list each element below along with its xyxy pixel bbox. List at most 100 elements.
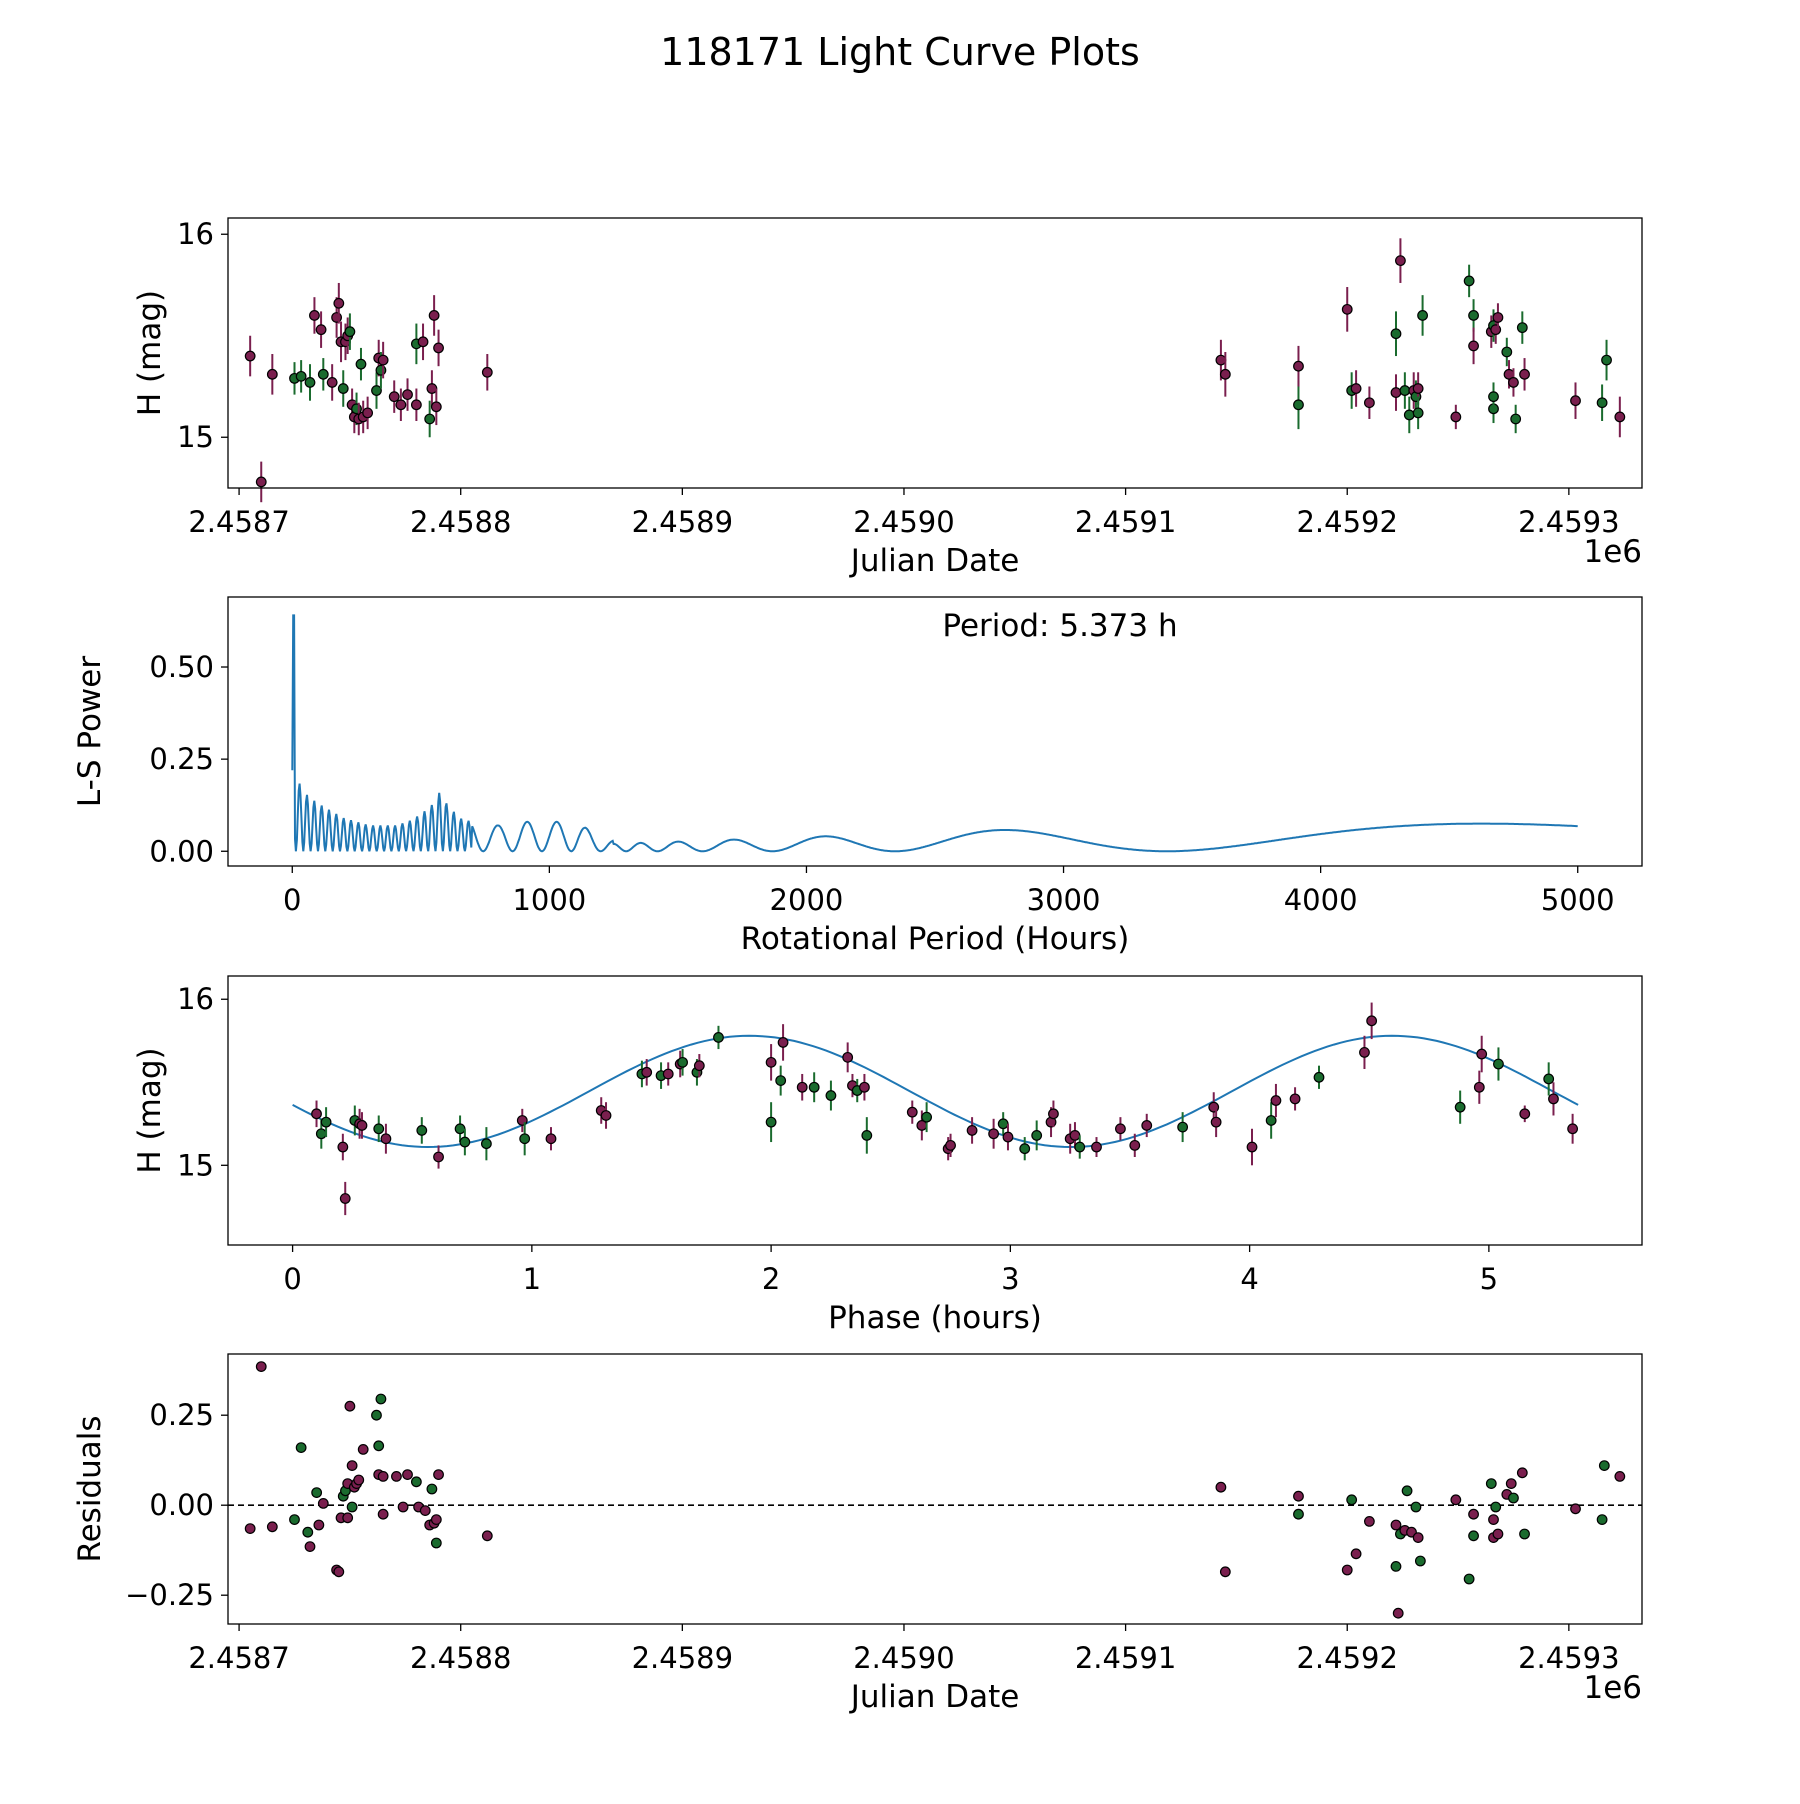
data-point bbox=[1473, 1081, 1485, 1093]
data-point bbox=[1548, 1093, 1559, 1105]
data-point bbox=[906, 1106, 918, 1118]
data-point bbox=[1270, 1095, 1282, 1106]
data-point bbox=[295, 1442, 307, 1453]
x-offset-label: 1e6 bbox=[1583, 534, 1642, 570]
data-point bbox=[1508, 1492, 1519, 1504]
data-point bbox=[311, 1108, 322, 1120]
periodogram-panel: 0 1000 2000 3000 4000 5000 0.00 0.25 0.50 Rotatio… bbox=[72, 596, 1643, 957]
data-point bbox=[266, 1521, 278, 1533]
data-point bbox=[481, 366, 493, 378]
data-point bbox=[1412, 1532, 1424, 1543]
x-tick-label: 2.4591 bbox=[1075, 1641, 1176, 1675]
data-point bbox=[344, 1400, 356, 1412]
data-point bbox=[641, 1066, 653, 1078]
x-tick-label: 2.4593 bbox=[1518, 1641, 1619, 1675]
data-point bbox=[1410, 1501, 1422, 1513]
data-point bbox=[1601, 354, 1612, 366]
data-point bbox=[317, 1497, 329, 1509]
data-point bbox=[353, 1474, 365, 1486]
data-point bbox=[945, 1139, 956, 1151]
data-point bbox=[337, 383, 349, 394]
data-point bbox=[304, 377, 316, 388]
x-tick-label: 2.4588 bbox=[410, 1641, 511, 1675]
data-point bbox=[1177, 1121, 1189, 1133]
data-point bbox=[375, 1393, 387, 1405]
x-tick-label: 0 bbox=[283, 883, 301, 917]
data-point bbox=[402, 1469, 413, 1480]
data-point bbox=[1596, 397, 1608, 409]
data-point bbox=[481, 1530, 493, 1542]
data-point bbox=[356, 1120, 368, 1131]
data-point bbox=[1091, 1141, 1102, 1153]
y-axis-label: H (mag) bbox=[132, 290, 168, 416]
x-tick-label: 2.4592 bbox=[1296, 1641, 1397, 1675]
y-tick-label: 0.00 bbox=[149, 834, 214, 868]
data-point bbox=[377, 1470, 389, 1482]
data-point bbox=[333, 1566, 345, 1578]
data-point bbox=[1510, 413, 1522, 425]
data-point bbox=[545, 1133, 557, 1145]
y-axis-label: L-S Power bbox=[72, 656, 108, 807]
data-point bbox=[1450, 1494, 1462, 1506]
data-point bbox=[765, 1116, 777, 1128]
plot-frame bbox=[227, 975, 1643, 1246]
residuals-panel: 2.4587 2.4588 2.4589 2.4590 2.4591 2.4592 2.45… bbox=[72, 1353, 1643, 1715]
x-tick-label: 2.4590 bbox=[853, 1641, 954, 1675]
data-point bbox=[1399, 385, 1411, 396]
data-point bbox=[1463, 275, 1475, 287]
data-point bbox=[1293, 1508, 1304, 1520]
x-tick-label: 2.4592 bbox=[1296, 505, 1397, 539]
data-point bbox=[1614, 1470, 1626, 1482]
data-point bbox=[1488, 1514, 1499, 1525]
data-point bbox=[1215, 1481, 1227, 1493]
y-tick-label: 15 bbox=[177, 1148, 214, 1182]
data-point bbox=[344, 326, 356, 338]
data-point bbox=[825, 1090, 837, 1101]
data-point bbox=[375, 364, 387, 376]
data-point bbox=[357, 1443, 369, 1455]
x-tick-label: 4000 bbox=[1284, 883, 1358, 917]
data-point bbox=[1490, 1501, 1502, 1513]
data-point bbox=[454, 1123, 466, 1135]
x-tick-label: 3 bbox=[1001, 1262, 1019, 1296]
y-tick-label: 0.25 bbox=[149, 742, 214, 776]
data-point bbox=[255, 1361, 267, 1372]
data-point bbox=[600, 1110, 612, 1121]
data-point bbox=[1289, 1093, 1301, 1105]
data-point bbox=[662, 1068, 674, 1080]
data-point bbox=[1570, 395, 1581, 407]
data-point bbox=[426, 1483, 438, 1495]
data-point bbox=[859, 1081, 870, 1093]
data-point bbox=[311, 1487, 323, 1498]
data-point bbox=[1508, 377, 1519, 388]
data-point bbox=[921, 1111, 933, 1123]
data-point bbox=[266, 368, 278, 380]
data-point bbox=[1363, 1515, 1375, 1527]
plot-frame bbox=[227, 596, 1643, 867]
data-point bbox=[1414, 1555, 1426, 1567]
x-tick-label: 2000 bbox=[770, 883, 844, 917]
x-axis-label: Julian Date bbox=[849, 543, 1020, 579]
data-point bbox=[1366, 1015, 1378, 1027]
data-point bbox=[255, 476, 267, 488]
data-point bbox=[1390, 387, 1402, 398]
data-point bbox=[317, 368, 329, 380]
x-tick-label: 2.4591 bbox=[1075, 505, 1176, 539]
data-point bbox=[765, 1056, 777, 1068]
data-point bbox=[244, 1523, 256, 1534]
data-point bbox=[1219, 1566, 1231, 1578]
data-point bbox=[320, 1116, 332, 1128]
data-point bbox=[1519, 1108, 1531, 1120]
data-point bbox=[1129, 1139, 1141, 1151]
data-point bbox=[1265, 1115, 1277, 1126]
y-tick-label: 0.50 bbox=[149, 650, 214, 684]
data-point bbox=[1401, 1485, 1413, 1497]
data-point bbox=[1598, 1460, 1610, 1471]
data-point bbox=[397, 1501, 409, 1513]
data-point bbox=[1210, 1116, 1222, 1128]
data-point bbox=[1463, 1573, 1475, 1585]
data-point bbox=[1450, 411, 1462, 423]
data-point bbox=[346, 1501, 358, 1513]
y-tick-label: 0.25 bbox=[149, 1398, 214, 1432]
